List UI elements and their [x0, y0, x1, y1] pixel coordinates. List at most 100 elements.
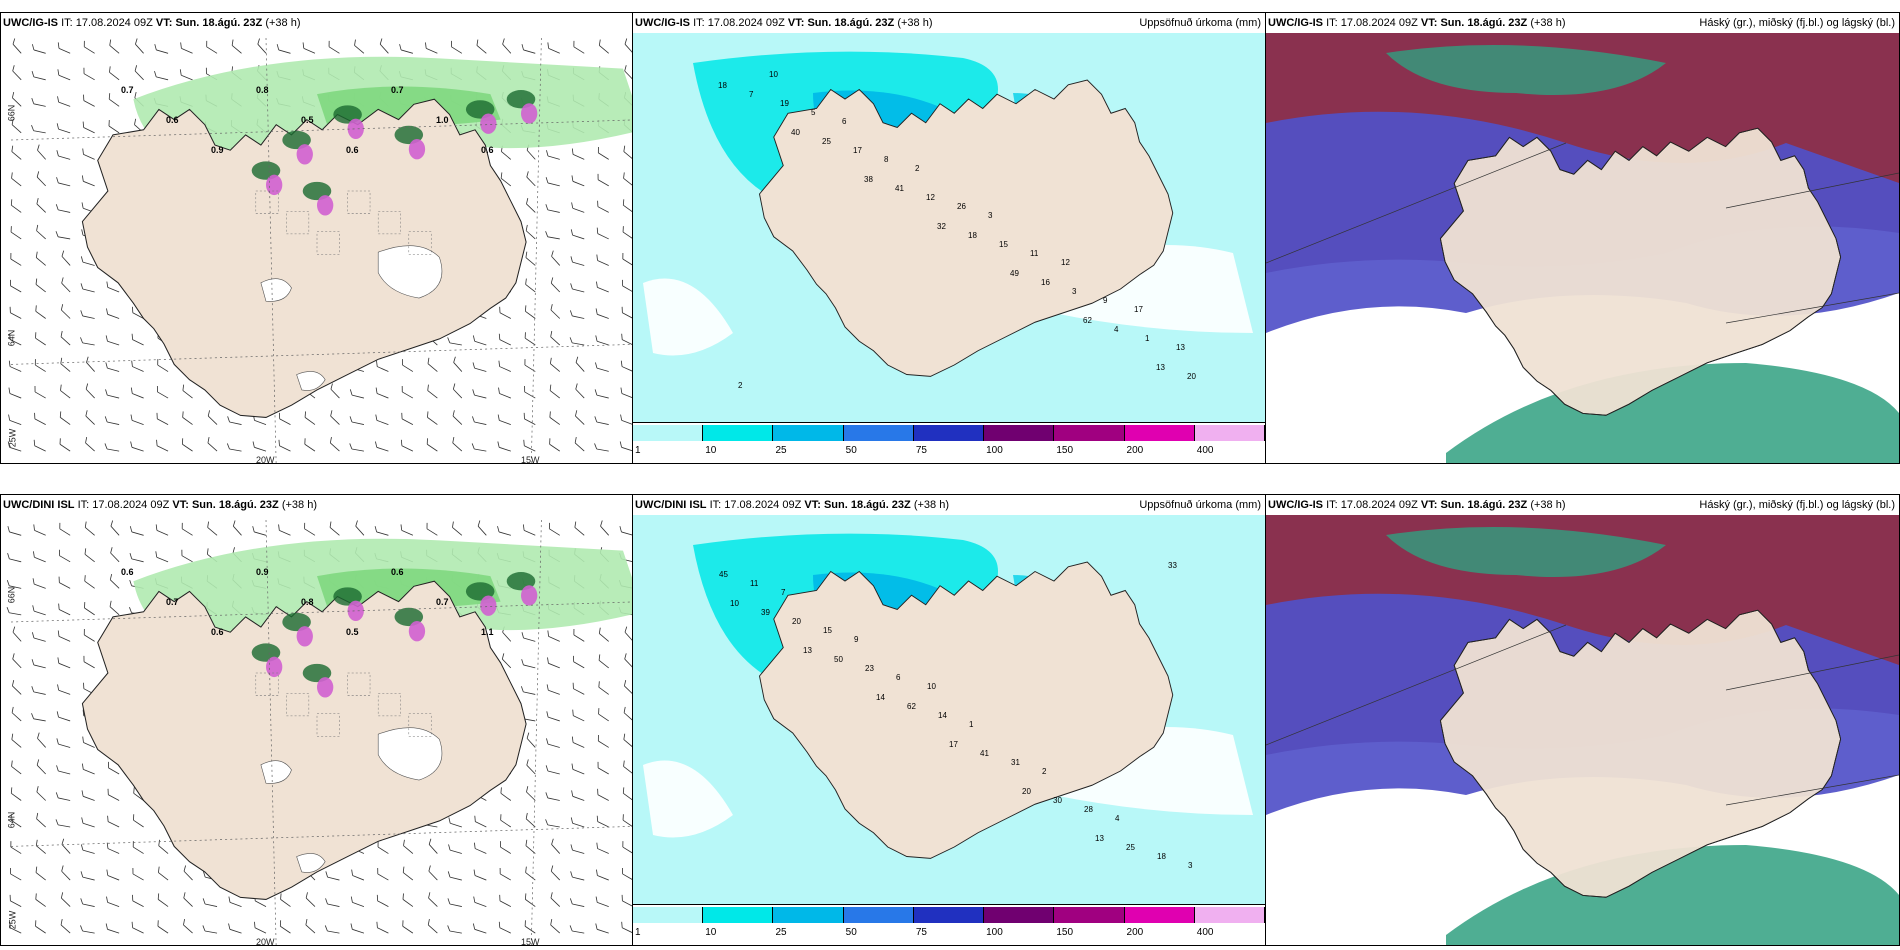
- lon-label-25w: 25W: [7, 428, 18, 448]
- wind-barb-icon: [36, 786, 46, 801]
- wind-barb-icon: [550, 330, 561, 346]
- wind-barb-icon: [376, 921, 389, 934]
- model-name: UWC/IG-IS: [1268, 499, 1323, 511]
- precip-value-label: 2: [1042, 767, 1047, 776]
- wind-barb-icon: [80, 283, 95, 293]
- colorbar-tick-label: 200: [1126, 927, 1144, 938]
- colorbar-tick-label: 100: [986, 445, 1003, 456]
- hatch-pattern: [255, 190, 279, 214]
- wind-barb-icon: [427, 411, 438, 425]
- wind-barb-icon: [476, 39, 487, 54]
- colorbar-swatch: [1194, 425, 1265, 441]
- valid-time: Sun. 18.ágú. 23Z: [175, 17, 263, 29]
- wind-barb-icon: [471, 443, 487, 452]
- wind-barb-icon: [60, 304, 71, 319]
- wind-barb-icon: [156, 439, 169, 452]
- precip-value-label: 10: [769, 70, 778, 79]
- wind-barb-icon: [497, 414, 511, 425]
- colorbar-swatch: [773, 425, 844, 441]
- wind-barb-icon: [472, 923, 487, 934]
- panel-wind-top: UWC/IG-IS IT: 17.08.2024 09Z VT: Sun. 18…: [0, 12, 633, 464]
- wind-barb-icon: [182, 384, 193, 399]
- precip-value-label: 18: [718, 81, 727, 90]
- lead-time: (+38 h): [897, 17, 933, 29]
- wind-barb-icon: [526, 786, 536, 801]
- wind-barb-icon: [60, 357, 71, 372]
- wind-barb-icon: [182, 438, 193, 452]
- wind-barb-icon: [55, 204, 71, 213]
- wind-barb-icon: [597, 146, 609, 160]
- wind-barb-icon: [57, 684, 71, 695]
- wind-barb-icon: [82, 121, 95, 134]
- precip-value-label: 12: [1061, 258, 1070, 267]
- wind-barb-icon: [596, 869, 609, 881]
- wind-barb-icon: [278, 412, 291, 425]
- wind-barb-icon: [376, 894, 389, 907]
- wind-barb-icon: [350, 896, 365, 907]
- vt-label: VT:: [1420, 499, 1438, 511]
- panel-wind-bottom: UWC/DINI ISL IT: 17.08.2024 09Z VT: Sun.…: [0, 494, 633, 946]
- wind-barb-icon: [35, 305, 46, 319]
- wind-barb-icon: [278, 524, 291, 536]
- wind-barb-icon: [82, 148, 95, 160]
- wind-barb-icon: [34, 385, 46, 399]
- panel-variable-title: Háský (gr.), miðský (fj.bl.) og lágský (…: [1699, 499, 1895, 511]
- wind-barb-icon: [595, 923, 609, 934]
- wind-barb-icon: [377, 841, 389, 854]
- wind-barb-icon: [550, 892, 561, 907]
- init-time: 17.08.2024 09Z: [724, 499, 802, 511]
- wind-barb-icon: [526, 171, 536, 187]
- wind-barb-icon: [329, 521, 340, 536]
- wind-barb-icon: [550, 304, 561, 319]
- precip-value-label: 40: [791, 128, 800, 137]
- wind-barb-icon: [452, 383, 463, 399]
- wind-barb-icon: [84, 575, 95, 589]
- wind-barb-icon: [11, 91, 22, 107]
- wind-barb-icon: [620, 414, 632, 425]
- vt-label: VT:: [804, 499, 821, 511]
- valid-time: Sun. 18.ágú. 23Z: [807, 17, 895, 29]
- lon-label-25w: 25W: [7, 910, 18, 930]
- precip-value-label: 41: [895, 184, 904, 193]
- wind-barb-icon: [60, 918, 71, 934]
- wind-barb-icon: [85, 383, 95, 399]
- iceland-land: [81, 98, 527, 418]
- wind-barb-icon: [571, 763, 585, 775]
- wind-barb-icon: [276, 44, 291, 54]
- wind-barb-icon: [375, 414, 389, 425]
- wind-barb-icon: [400, 439, 414, 452]
- wind-barb-icon: [158, 866, 169, 881]
- hatch-pattern: [408, 231, 432, 255]
- precip-value-label: 25: [822, 137, 831, 146]
- wind-barb-icon: [549, 411, 560, 425]
- precip-map: 1013141720133339506241302545202314312818…: [633, 515, 1265, 907]
- wind-barb-icon: [202, 925, 218, 934]
- wind-barb-icon: [349, 443, 364, 452]
- wind-barb-icon: [570, 844, 585, 854]
- wind-barb-icon: [399, 44, 413, 54]
- wind-barb-icon: [6, 580, 22, 589]
- valid-time: Sun. 18.ágú. 23Z: [1440, 17, 1528, 29]
- wind-barb-icon: [181, 522, 193, 536]
- wind-barb-icon: [183, 918, 193, 934]
- wind-barb-icon: [571, 148, 585, 160]
- precip-value-label: 39: [761, 608, 770, 617]
- wind-barb-icon: [110, 520, 120, 536]
- wind-value-label: 0.6: [211, 627, 224, 637]
- wind-barb-icon: [56, 738, 71, 748]
- wind-barb-icon: [569, 337, 585, 346]
- wind-barb-icon: [61, 277, 71, 293]
- panel-cloud-top: UWC/IG-IS IT: 17.08.2024 09Z VT: Sun. 18…: [1265, 12, 1900, 464]
- precip-value-label: 10: [730, 599, 739, 608]
- wind-barb-icon: [524, 893, 536, 907]
- wind-barb-icon: [12, 65, 22, 81]
- wind-barb-icon: [596, 842, 609, 854]
- wind-barb-icon: [550, 918, 561, 934]
- init-time: 17.08.2024 09Z: [75, 17, 153, 29]
- wind-barb-icon: [11, 760, 22, 775]
- wind-barb-icon: [623, 145, 632, 160]
- wind-barb-icon: [131, 333, 144, 346]
- wind-barb-icon: [594, 443, 609, 452]
- colorbar-tick-label: 150: [1056, 445, 1074, 456]
- wind-barb-icon: [324, 925, 340, 934]
